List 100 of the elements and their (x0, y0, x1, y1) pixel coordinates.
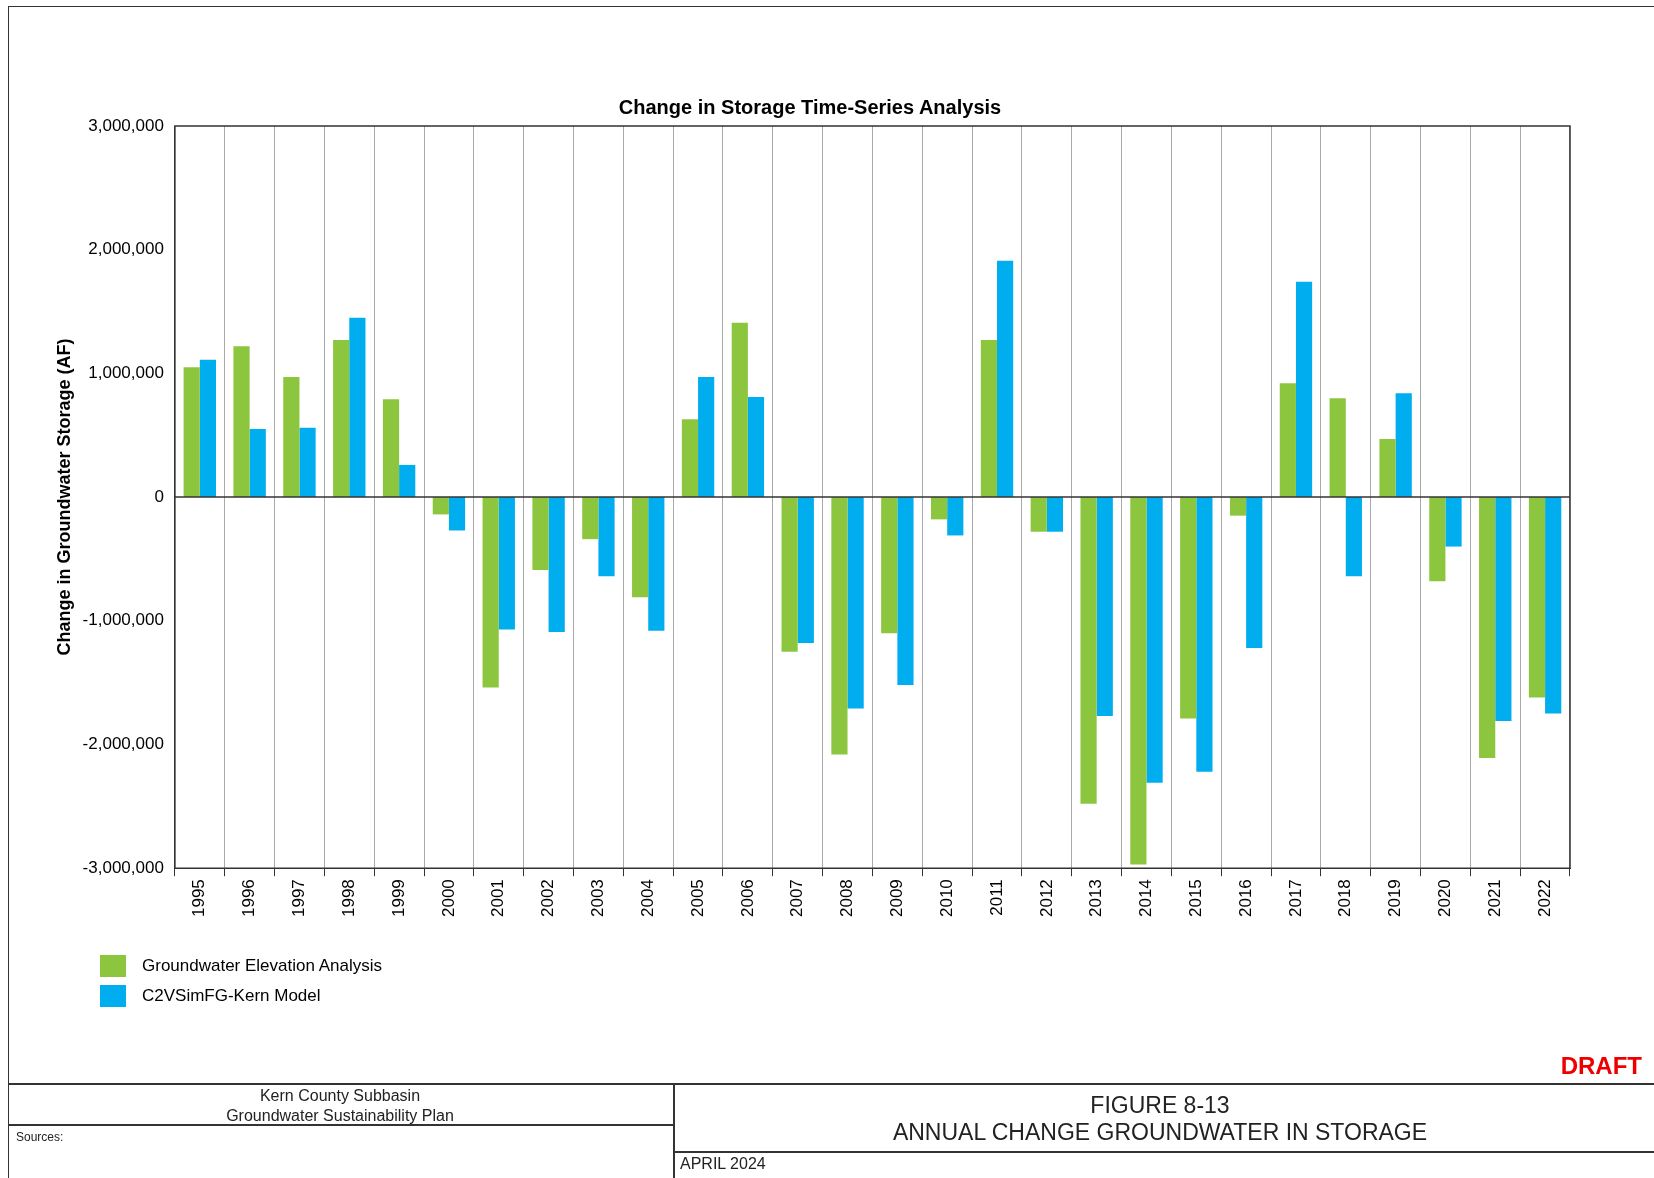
legend-label: C2VSimFG-Kern Model (142, 986, 321, 1006)
y-tick-label: -1,000,000 (82, 610, 164, 630)
x-tick-label: 2015 (1186, 879, 1205, 918)
bar (831, 497, 848, 755)
x-tick-label: 1997 (289, 879, 309, 918)
bar (183, 367, 200, 498)
bar (1096, 497, 1113, 717)
y-tick-label: 0 (154, 486, 164, 506)
bar (283, 377, 300, 498)
x-tick-label: 2011 (986, 879, 1006, 916)
bar (980, 340, 998, 498)
bar (432, 497, 449, 515)
bar (1146, 497, 1163, 783)
chart-title: Change in Storage Time-Series Analysis (618, 95, 1002, 118)
bar (299, 427, 316, 498)
bar (1080, 497, 1097, 804)
x-tick-label: 2014 (1136, 879, 1156, 918)
bar (1046, 497, 1064, 532)
bar (1528, 497, 1546, 698)
bar (498, 497, 515, 630)
bar (532, 497, 549, 571)
text: DRAFT (1560, 1052, 1642, 1080)
bar (333, 340, 350, 498)
text: APRIL 2024 (680, 1155, 766, 1173)
bar (698, 377, 715, 498)
x-tick-label: 2020 (1435, 879, 1455, 918)
x-tick-label: 1996 (239, 879, 259, 918)
x-tick-label: 2006 (737, 879, 757, 918)
bar (648, 497, 665, 631)
bar (548, 497, 565, 632)
bar (1345, 497, 1362, 577)
bar (881, 497, 898, 634)
x-tick-label: 2009 (887, 879, 907, 918)
bar (482, 497, 499, 688)
bar (399, 464, 416, 498)
y-tick-label: -2,000,000 (82, 734, 164, 754)
bar (781, 497, 798, 652)
x-tick-label: 2013 (1086, 879, 1106, 918)
x-tick-label: 1999 (388, 879, 408, 918)
bar (1196, 497, 1213, 772)
bar (382, 399, 400, 498)
x-tick-label: 2016 (1235, 879, 1255, 918)
bar (1279, 383, 1296, 498)
x-tick-label: 2003 (588, 879, 608, 918)
bar (681, 419, 699, 498)
bar (1479, 497, 1496, 759)
x-tick-label: 2017 (1285, 879, 1305, 918)
text: Kern County Subbasin Groundwater Sustainability Plan (225, 1086, 455, 1126)
bar (1295, 281, 1313, 498)
bar (747, 396, 765, 498)
legend-label: Groundwater Elevation Analysis (142, 956, 383, 976)
bar (1329, 398, 1346, 498)
x-tick-label: 2002 (538, 879, 558, 918)
y-tick-label: 1,000,000 (88, 363, 164, 383)
x-tick-label: 2021 (1484, 879, 1504, 918)
x-tick-label: 2019 (1385, 879, 1405, 918)
bar (349, 317, 366, 498)
x-tick-label: 2007 (787, 879, 807, 918)
x-tick-label: 1995 (189, 879, 209, 918)
x-tick-label: 1998 (338, 879, 358, 918)
bar (997, 260, 1014, 498)
x-tick-label: 2000 (438, 879, 458, 918)
source-note: Sources: (16, 1130, 64, 1144)
bar (249, 429, 266, 498)
bar (1030, 497, 1047, 532)
bar (598, 497, 615, 577)
y-tick-label: 2,000,000 (88, 239, 164, 259)
bar (1130, 497, 1147, 865)
x-tick-label: 2004 (637, 879, 657, 918)
x-tick-label: 2001 (488, 879, 508, 918)
x-tick-label: 2012 (1036, 879, 1056, 918)
y-axis-title: Change in Groundwater Storage (AF) (53, 338, 74, 656)
bar (1545, 497, 1562, 714)
bar (1379, 438, 1396, 498)
bar (1445, 497, 1462, 547)
x-tick-label: 2022 (1534, 879, 1554, 918)
bar (1495, 497, 1512, 721)
bar (582, 497, 599, 540)
bar (930, 497, 948, 520)
bar (947, 497, 964, 536)
x-tick-label: 2005 (687, 879, 707, 918)
bar (199, 359, 216, 498)
bar (632, 497, 649, 598)
bar (731, 322, 748, 498)
y-tick-label: 3,000,000 (88, 115, 164, 135)
x-tick-label: 2008 (837, 879, 857, 918)
bar (233, 346, 250, 498)
bar (1395, 393, 1412, 498)
bar (797, 497, 814, 644)
x-tick-label: 2018 (1335, 879, 1355, 918)
bar (1246, 497, 1263, 648)
bar (847, 497, 864, 709)
y-tick-label: -3,000,000 (82, 857, 164, 877)
caption: FIGURE 8-13 ANNUAL CHANGE GROUNDWATER IN STORAGE (891, 1092, 1429, 1146)
bar (1429, 497, 1446, 582)
bar (1229, 497, 1247, 516)
bar (448, 497, 466, 531)
bar (1180, 497, 1197, 719)
x-tick-label: 2010 (936, 879, 956, 918)
bar (897, 497, 914, 686)
